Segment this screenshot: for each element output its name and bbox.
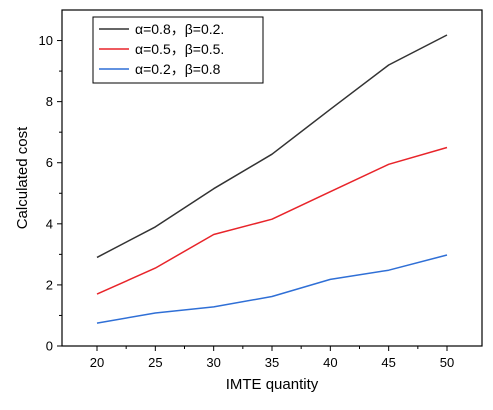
x-tick-label: 20 — [90, 355, 104, 370]
series-line-2 — [96, 146, 448, 295]
y-tick-label: 0 — [46, 339, 53, 354]
y-tick-label: 8 — [46, 94, 53, 109]
y-tick-label: 2 — [46, 277, 53, 292]
legend-label: α=0.8，β=0.2. — [135, 21, 224, 37]
x-tick-label: 40 — [323, 355, 337, 370]
series-layer — [96, 34, 448, 324]
legend-label: α=0.5，β=0.5. — [135, 41, 224, 57]
x-tick-label: 30 — [206, 355, 220, 370]
legend: α=0.8，β=0.2. α=0.5，β=0.5. α=0.2，β=0.8 — [92, 16, 264, 84]
legend-box — [92, 16, 264, 84]
y-axis: 0 2 4 6 8 10 — [39, 33, 62, 354]
x-tick-label: 35 — [265, 355, 279, 370]
series-line-1 — [96, 34, 448, 259]
x-tick-label: 25 — [148, 355, 162, 370]
x-axis: 20 25 30 35 40 45 50 — [90, 346, 454, 370]
legend-label: α=0.2，β=0.8 — [135, 61, 221, 77]
y-tick-label: 6 — [46, 155, 53, 170]
x-axis-title: IMTE quantity — [226, 376, 319, 393]
y-axis-title: Calculated cost — [14, 126, 31, 229]
series-line-3 — [96, 254, 448, 324]
x-tick-label: 45 — [381, 355, 395, 370]
x-tick-label: 50 — [440, 355, 454, 370]
y-tick-label: 10 — [39, 33, 53, 48]
y-tick-label: 4 — [46, 216, 53, 231]
